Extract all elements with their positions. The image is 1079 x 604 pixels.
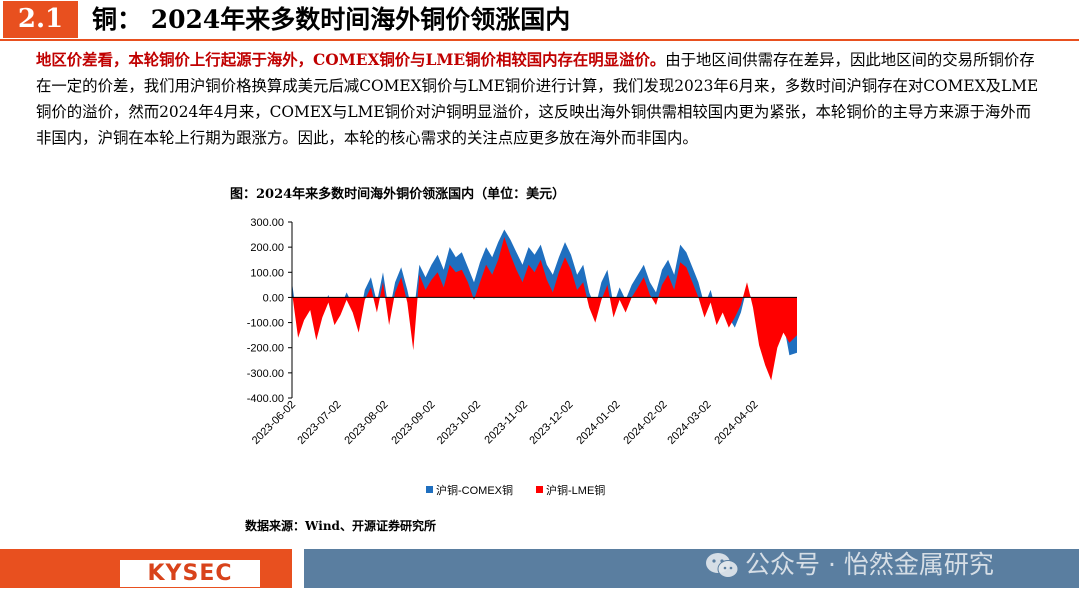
x-tick-label: 2024-03-02	[665, 399, 713, 447]
x-tick-label: 2023-08-02	[342, 399, 390, 447]
x-tick-label: 2023-10-02	[435, 399, 483, 447]
y-tick-label: 100.00	[250, 267, 284, 279]
legend-label: 沪铜-LME铜	[546, 483, 605, 497]
legend-swatch	[426, 486, 433, 493]
source-note: 数据来源：Wind、开源证券研究所	[245, 519, 436, 533]
section-number: 2.1	[3, 1, 78, 38]
x-tick-label: 2023-07-02	[295, 399, 343, 447]
x-tick-label: 2023-12-02	[527, 399, 575, 447]
logo-strip	[120, 560, 260, 587]
legend-label: 沪铜-COMEX铜	[436, 483, 513, 497]
footer-bar	[304, 549, 1079, 588]
x-tick-label: 2023-06-02	[250, 399, 298, 447]
series-area-comex	[292, 229, 797, 371]
y-tick-label: -300.00	[247, 368, 284, 380]
x-tick-label: 2024-04-02	[712, 399, 760, 447]
body-rest: 由于地区间供需存在差异，因此地区间的交易所铜价存在一定的价差，我们用沪铜价格换算…	[36, 51, 1039, 147]
legend-swatch	[536, 486, 543, 493]
body-paragraph: 地区价差看，本轮铜价上行起源于海外，COMEX铜价与LME铜价相较国内存在明显溢…	[36, 47, 1046, 151]
wechat-icon	[706, 553, 739, 578]
x-axis: 2023-06-022023-07-022023-08-022023-09-02…	[250, 296, 797, 447]
plot-area	[292, 229, 797, 381]
x-tick-label: 2024-02-02	[621, 399, 669, 447]
page-title: 铜： 2024年来多数时间海外铜价领涨国内	[92, 5, 571, 34]
y-tick-label: -100.00	[247, 318, 284, 330]
kysec-logo: KYSEC	[147, 561, 233, 586]
y-axis: 300.00 200.00 100.00 0.00 -100.00 -200.00 -300…	[247, 217, 293, 405]
body-lead: 地区价差看，本轮铜价上行起源于海外，COMEX铜价与LME铜价相较国内存在明显溢…	[36, 51, 666, 69]
watermark: 公众号 · 怡然金属研究	[745, 550, 994, 579]
chart-title: 图：2024年来多数时间海外铜价领涨国内（单位：美元）	[230, 187, 566, 202]
header: 2.1 铜： 2024年来多数时间海外铜价领涨国内	[0, 0, 1079, 41]
legend: 沪铜-COMEX铜 沪铜-LME铜	[426, 483, 605, 497]
chart: 300.00 200.00 100.00 0.00 -100.00 -200.00 -300…	[247, 217, 797, 497]
y-tick-label: -400.00	[247, 393, 284, 405]
x-tick-label: 2024-01-02	[574, 399, 622, 447]
header-rule	[0, 39, 1079, 41]
y-tick-label: 200.00	[250, 242, 284, 254]
x-tick-label: 2023-11-02	[482, 399, 530, 447]
y-tick-label: -200.00	[247, 343, 284, 355]
y-tick-label: 300.00	[250, 217, 284, 229]
y-tick-label: 0.00	[263, 292, 284, 304]
x-tick-label: 2023-09-02	[389, 399, 437, 447]
